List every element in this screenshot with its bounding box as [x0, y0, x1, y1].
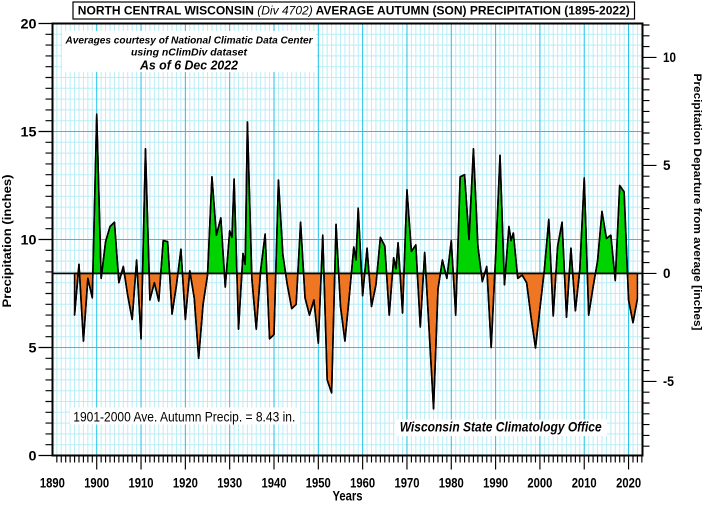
svg-text:-5: -5: [663, 374, 674, 389]
svg-text:2000: 2000: [527, 476, 552, 491]
svg-text:5: 5: [663, 158, 671, 173]
svg-text:Wisconsin State Climatology Of: Wisconsin State Climatology Office: [400, 420, 602, 435]
svg-text:10: 10: [21, 232, 37, 247]
svg-text:2010: 2010: [572, 476, 597, 491]
svg-text:NORTH CENTRAL WISCONSIN (Div 4: NORTH CENTRAL WISCONSIN (Div 4702) AVERA…: [78, 4, 630, 18]
svg-text:As of 6 Dec 2022: As of 6 Dec 2022: [139, 58, 239, 73]
svg-text:1901-2000 Ave. Autumn Precip.: 1901-2000 Ave. Autumn Precip. = 8.43 in.: [73, 410, 295, 425]
svg-text:1910: 1910: [129, 476, 154, 491]
svg-text:5: 5: [29, 340, 38, 355]
svg-text:1930: 1930: [217, 476, 242, 491]
svg-text:0: 0: [663, 266, 671, 281]
svg-text:1950: 1950: [306, 476, 331, 491]
svg-text:using nClimDiv dataset: using nClimDiv dataset: [131, 47, 247, 59]
svg-text:1900: 1900: [84, 476, 109, 491]
svg-text:10: 10: [663, 50, 676, 65]
svg-text:Precipitation Departure from a: Precipitation Departure from average [in…: [691, 74, 703, 331]
svg-text:1940: 1940: [262, 476, 287, 491]
svg-text:20: 20: [21, 16, 37, 31]
svg-text:1890: 1890: [40, 476, 65, 491]
svg-text:2020: 2020: [616, 476, 641, 491]
svg-text:1920: 1920: [173, 476, 198, 491]
svg-text:Precipitation (inches): Precipitation (inches): [0, 175, 14, 308]
svg-text:1970: 1970: [395, 476, 420, 491]
svg-text:Averages courtesy of National: Averages courtesy of National Climatic D…: [65, 35, 314, 47]
svg-text:1980: 1980: [439, 476, 464, 491]
svg-text:1960: 1960: [350, 476, 375, 491]
svg-text:15: 15: [21, 124, 38, 139]
svg-text:Years: Years: [333, 489, 363, 504]
svg-text:1990: 1990: [483, 476, 508, 491]
svg-text:0: 0: [29, 448, 37, 463]
